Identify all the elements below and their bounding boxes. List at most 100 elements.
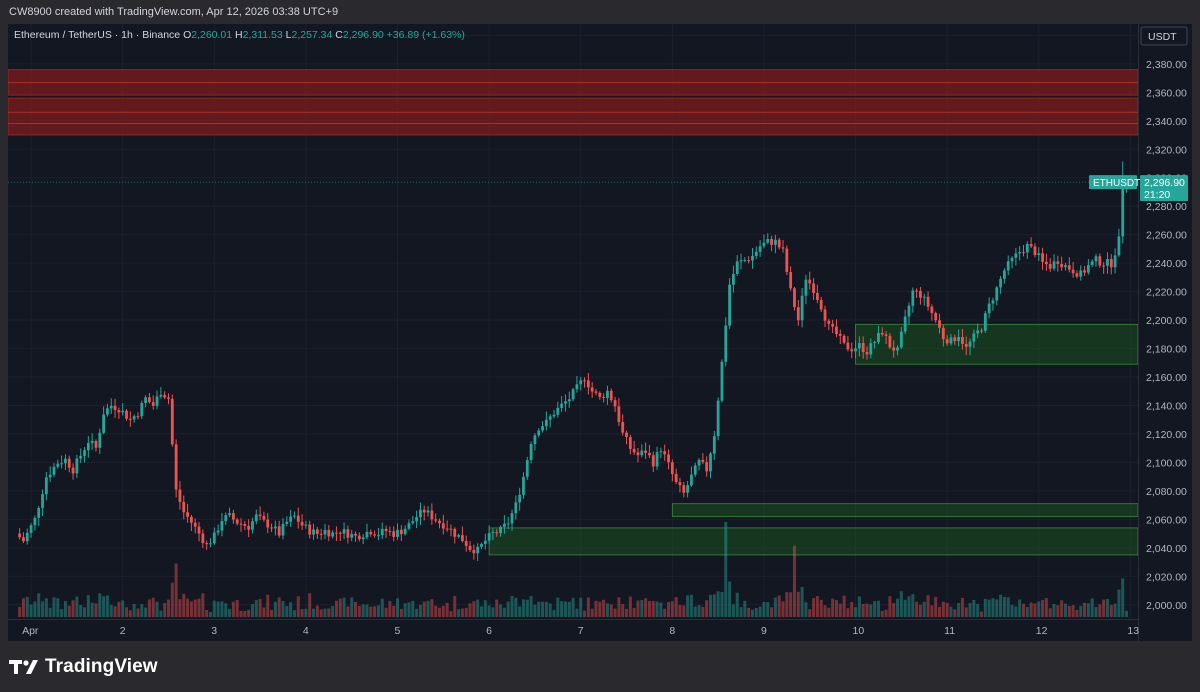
- candle-body[interactable]: [617, 406, 621, 423]
- candle-body[interactable]: [987, 303, 991, 314]
- candle-body[interactable]: [434, 519, 438, 521]
- candle-body[interactable]: [525, 460, 529, 477]
- candle-body[interactable]: [125, 410, 128, 419]
- candle-body[interactable]: [285, 521, 289, 524]
- candle-body[interactable]: [842, 335, 846, 343]
- candle-body[interactable]: [224, 515, 228, 522]
- candle-body[interactable]: [361, 537, 365, 540]
- candle-body[interactable]: [270, 527, 273, 529]
- candle-body[interactable]: [373, 534, 377, 536]
- candle-body[interactable]: [919, 291, 922, 298]
- candle-body[interactable]: [369, 531, 373, 535]
- candle-body[interactable]: [396, 529, 399, 537]
- candle-body[interactable]: [606, 390, 609, 399]
- candle-body[interactable]: [193, 522, 197, 527]
- candle-body[interactable]: [693, 465, 697, 475]
- candle-body[interactable]: [18, 533, 22, 538]
- candle-body[interactable]: [354, 533, 357, 536]
- candle-body[interactable]: [896, 347, 899, 351]
- candle-body[interactable]: [170, 398, 174, 445]
- candle-body[interactable]: [1064, 265, 1067, 268]
- candle-body[interactable]: [296, 515, 300, 522]
- candle-body[interactable]: [831, 323, 835, 327]
- candle-body[interactable]: [1041, 253, 1044, 262]
- price-axis[interactable]: [1138, 24, 1192, 641]
- candle-body[interactable]: [934, 312, 938, 321]
- candle-body[interactable]: [365, 531, 369, 538]
- candle-body[interactable]: [335, 532, 338, 534]
- candle-body[interactable]: [499, 526, 502, 534]
- candle-body[interactable]: [648, 452, 651, 456]
- candle-body[interactable]: [911, 290, 915, 306]
- candle-body[interactable]: [201, 533, 205, 544]
- candle-body[interactable]: [212, 532, 216, 544]
- candle-body[interactable]: [293, 515, 296, 517]
- candle-body[interactable]: [83, 450, 86, 456]
- candle-body[interactable]: [197, 526, 201, 534]
- candle-body[interactable]: [533, 435, 537, 445]
- candle-body[interactable]: [1029, 243, 1033, 247]
- candle-body[interactable]: [1106, 258, 1109, 266]
- candle-body[interactable]: [1079, 270, 1083, 277]
- candle-body[interactable]: [827, 320, 831, 324]
- candle-body[interactable]: [251, 521, 254, 530]
- candle-body[interactable]: [1022, 252, 1025, 254]
- candle-body[interactable]: [655, 452, 659, 467]
- candle-body[interactable]: [678, 482, 682, 486]
- candle-body[interactable]: [1052, 261, 1056, 269]
- candle-body[interactable]: [384, 528, 388, 532]
- candle-body[interactable]: [941, 327, 945, 340]
- candle-body[interactable]: [560, 403, 564, 408]
- candle-body[interactable]: [1006, 261, 1010, 271]
- candle-body[interactable]: [182, 501, 186, 513]
- candle-body[interactable]: [1071, 269, 1075, 274]
- candle-body[interactable]: [468, 545, 472, 550]
- candle-body[interactable]: [667, 454, 670, 463]
- candle-body[interactable]: [873, 342, 877, 344]
- candle-body[interactable]: [109, 405, 113, 409]
- candle-body[interactable]: [888, 335, 892, 348]
- candle-body[interactable]: [926, 296, 930, 307]
- candle-body[interactable]: [106, 408, 109, 415]
- candle-body[interactable]: [999, 278, 1002, 288]
- candle-body[interactable]: [938, 320, 941, 328]
- candle-body[interactable]: [544, 419, 548, 427]
- candle-body[interactable]: [457, 535, 460, 537]
- candle-body[interactable]: [1010, 257, 1014, 262]
- candle-body[interactable]: [880, 332, 884, 335]
- candle-body[interactable]: [793, 288, 796, 308]
- candle-body[interactable]: [983, 313, 987, 331]
- candle-body[interactable]: [541, 426, 544, 431]
- candle-body[interactable]: [392, 531, 396, 537]
- candle-body[interactable]: [71, 467, 75, 474]
- candle-body[interactable]: [1044, 261, 1048, 265]
- candle-body[interactable]: [323, 530, 327, 535]
- candle-body[interactable]: [522, 476, 525, 495]
- candle-body[interactable]: [64, 458, 67, 464]
- candle-body[interactable]: [304, 524, 308, 526]
- candle-body[interactable]: [167, 397, 170, 399]
- candle-body[interactable]: [514, 502, 518, 514]
- candle-body[interactable]: [1060, 263, 1064, 268]
- candle-body[interactable]: [850, 349, 854, 352]
- candle-body[interactable]: [422, 509, 426, 513]
- candle-body[interactable]: [300, 521, 304, 526]
- candle-body[interactable]: [1109, 258, 1113, 268]
- candle-body[interactable]: [231, 513, 235, 520]
- candle-body[interactable]: [758, 246, 762, 252]
- candle-body[interactable]: [728, 284, 731, 326]
- candle-body[interactable]: [1048, 264, 1052, 269]
- candle-body[interactable]: [670, 462, 674, 474]
- candle-body[interactable]: [377, 535, 380, 537]
- candle-body[interactable]: [949, 337, 953, 344]
- candle-body[interactable]: [243, 524, 247, 526]
- candle-body[interactable]: [812, 283, 815, 293]
- candle-body[interactable]: [968, 341, 972, 347]
- candle-body[interactable]: [174, 444, 178, 490]
- candle-body[interactable]: [716, 400, 720, 437]
- candle-body[interactable]: [419, 509, 422, 518]
- candle-body[interactable]: [94, 440, 98, 448]
- candle-body[interactable]: [567, 399, 571, 402]
- candle-body[interactable]: [476, 546, 480, 554]
- candle-body[interactable]: [586, 380, 590, 388]
